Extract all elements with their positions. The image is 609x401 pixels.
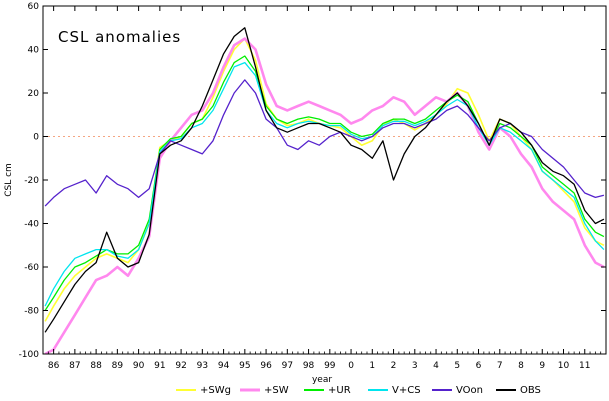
x-tick-label: 3	[412, 361, 418, 371]
series-line-5	[44, 79, 605, 207]
x-tick-label: 8	[518, 361, 524, 371]
plot-lines	[43, 27, 606, 354]
legend-label: +SW	[264, 385, 289, 396]
x-tick-label: 1	[369, 361, 375, 371]
y-tick-label: -80	[24, 307, 39, 317]
x-tick-label: 2	[391, 361, 397, 371]
series-line-1	[44, 37, 605, 322]
y-tick-label: -60	[24, 263, 39, 273]
x-axis-ticks: 86 87 88 89 90 91 92 93 94 95 96 97 98 99 0 1 2 3 4 5 6 7 8 9 10…	[42, 6, 602, 371]
series-line-4	[44, 61, 605, 307]
y-tick-label: -20	[24, 176, 39, 186]
x-tick-label: 97	[282, 361, 293, 371]
y-tick-label: 20	[28, 89, 40, 99]
y-tick-label: 0	[33, 133, 39, 143]
y-tick-label: 40	[28, 46, 40, 56]
x-tick-label: 9	[539, 361, 545, 371]
y-axis-ticks: -100 -80 -60 -40 -20 0 20 40 60	[19, 2, 606, 360]
plot-frame	[42, 5, 607, 355]
x-tick-label: 91	[154, 361, 165, 371]
x-tick-label: 0	[348, 361, 354, 371]
x-tick-label: 87	[69, 361, 80, 371]
x-tick-label: 89	[112, 361, 124, 371]
series-line-2	[44, 37, 605, 354]
x-tick-label: 11	[579, 361, 590, 371]
y-tick-label: 60	[28, 2, 40, 12]
legend-label: OBS	[520, 385, 541, 396]
legend-label: VOon	[456, 385, 483, 396]
series-line-6	[44, 27, 605, 333]
x-tick-label: 99	[324, 361, 336, 371]
x-tick-label: 4	[433, 361, 439, 371]
x-tick-label: 95	[239, 361, 250, 371]
x-tick-label: 86	[48, 361, 60, 371]
legend-label: +SWg	[200, 385, 231, 396]
y-tick-label: -40	[24, 220, 39, 230]
x-tick-label: 92	[175, 361, 186, 371]
x-tick-label: 88	[90, 361, 102, 371]
y-tick-label: -100	[19, 350, 40, 360]
legend: +SWg +SW +UR V+CS VOon OBS	[176, 385, 541, 396]
x-axis-label: year	[312, 375, 332, 385]
legend-label: V+CS	[392, 385, 421, 396]
series-line-3	[44, 55, 605, 311]
chart-title: CSL anomalies	[58, 28, 181, 46]
x-tick-label: 98	[303, 361, 315, 371]
x-tick-label: 94	[218, 361, 230, 371]
x-tick-label: 7	[497, 361, 503, 371]
x-tick-label: 5	[454, 361, 460, 371]
x-tick-label: 90	[133, 361, 145, 371]
y-axis-label: CSL cm	[4, 163, 14, 197]
x-tick-label: 6	[476, 361, 482, 371]
x-tick-label: 96	[260, 361, 272, 371]
x-tick-label: 93	[197, 361, 208, 371]
legend-label: +UR	[328, 385, 351, 396]
x-tick-label: 10	[558, 361, 570, 371]
